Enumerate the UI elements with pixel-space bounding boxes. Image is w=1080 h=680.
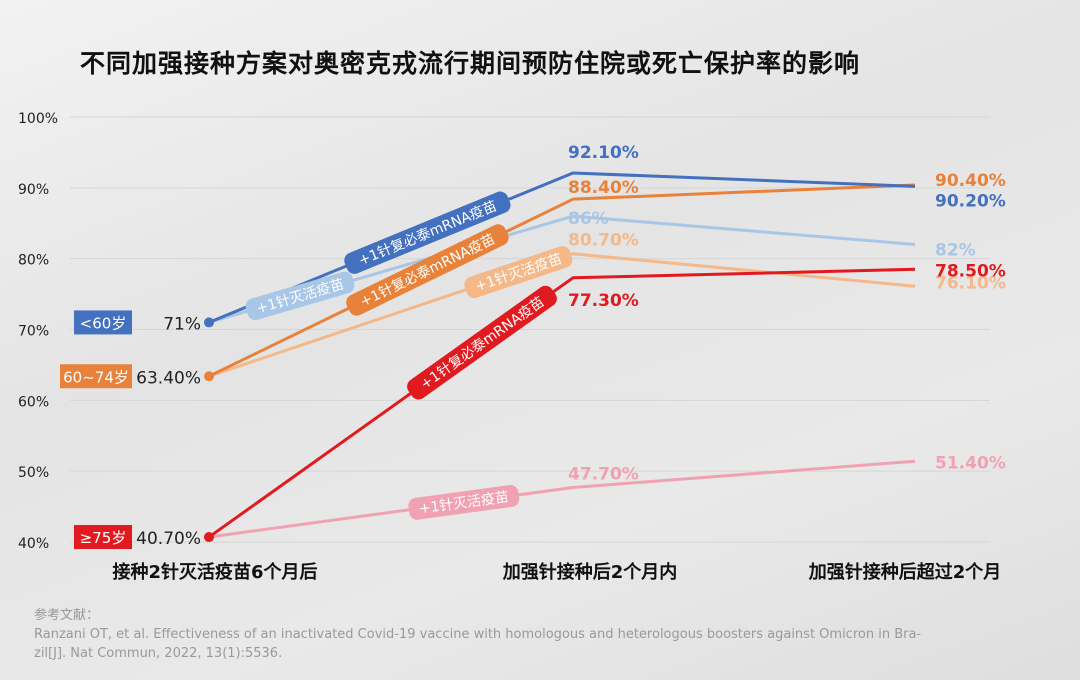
pill-background bbox=[245, 271, 355, 321]
data-value-label: 86% bbox=[568, 209, 609, 229]
series-line bbox=[208, 267, 916, 539]
data-value-label: 77.30% bbox=[568, 291, 639, 311]
data-value-label: 47.70% bbox=[568, 464, 639, 484]
pill-background bbox=[464, 246, 573, 299]
series-name: +1针复必泰mRNA疫苗 bbox=[417, 293, 547, 393]
data-value-label: 92.10% bbox=[568, 143, 639, 163]
series-label-pill: +1针灭活疫苗 bbox=[408, 484, 520, 520]
series-label-pill: +1针复必泰mRNA疫苗 bbox=[407, 285, 557, 400]
y-tick-label: 100% bbox=[18, 111, 58, 127]
data-value-label: 76.10% bbox=[935, 273, 1006, 293]
y-tick-label: 60% bbox=[18, 394, 49, 410]
pill-background bbox=[408, 484, 520, 520]
age-group-label: <60岁 bbox=[80, 314, 127, 332]
y-tick-label: 50% bbox=[18, 465, 49, 481]
start-value-label: 63.40% bbox=[136, 368, 201, 388]
reference-line-2: zil[J]. Nat Commun, 2022, 13(1):5536. bbox=[34, 646, 283, 661]
x-tick-label: 加强针接种后2个月内 bbox=[502, 561, 678, 583]
x-tick-label: 接种2针灭活疫苗6个月后 bbox=[112, 561, 317, 583]
series-line bbox=[208, 214, 916, 324]
pill-background bbox=[344, 191, 511, 274]
pill-background bbox=[407, 285, 557, 400]
start-value-label: 40.70% bbox=[136, 529, 201, 549]
reference-line-1: Ranzani OT, et al. Effectiveness of an i… bbox=[34, 627, 922, 642]
data-point bbox=[204, 532, 214, 543]
age-group-label: ≥75岁 bbox=[80, 529, 127, 547]
pill-background bbox=[346, 224, 509, 316]
data-value-label: 90.40% bbox=[935, 171, 1006, 191]
series-line bbox=[208, 183, 916, 378]
data-point bbox=[204, 371, 214, 382]
age-group-label: 60~74岁 bbox=[63, 368, 129, 386]
series-line bbox=[208, 171, 916, 324]
data-value-label: 82% bbox=[935, 241, 976, 261]
data-point bbox=[204, 317, 214, 328]
chart-title: 不同加强接种方案对奥密克戎流行期间预防住院或死亡保护率的影响 bbox=[80, 49, 861, 78]
y-tick-label: 70% bbox=[18, 324, 49, 340]
series-line bbox=[208, 459, 916, 539]
y-tick-label: 80% bbox=[18, 253, 49, 269]
data-value-label: 51.40% bbox=[935, 453, 1006, 473]
y-tick-label: 90% bbox=[18, 182, 49, 198]
data-value-label: 78.50% bbox=[935, 261, 1006, 281]
series-line bbox=[208, 252, 916, 378]
age-group-badge bbox=[74, 525, 132, 550]
data-value-label: 80.70% bbox=[568, 231, 639, 251]
data-value-label: 90.20% bbox=[935, 191, 1006, 211]
age-group-badge bbox=[60, 364, 132, 389]
age-group-badge bbox=[74, 310, 132, 335]
y-tick-label: 40% bbox=[18, 536, 49, 552]
x-tick-label: 加强针接种后超过2个月 bbox=[808, 561, 1002, 583]
data-value-label: 88.40% bbox=[568, 178, 639, 198]
start-value-label: 71% bbox=[163, 314, 201, 334]
references-heading: 参考文献： bbox=[34, 608, 100, 623]
